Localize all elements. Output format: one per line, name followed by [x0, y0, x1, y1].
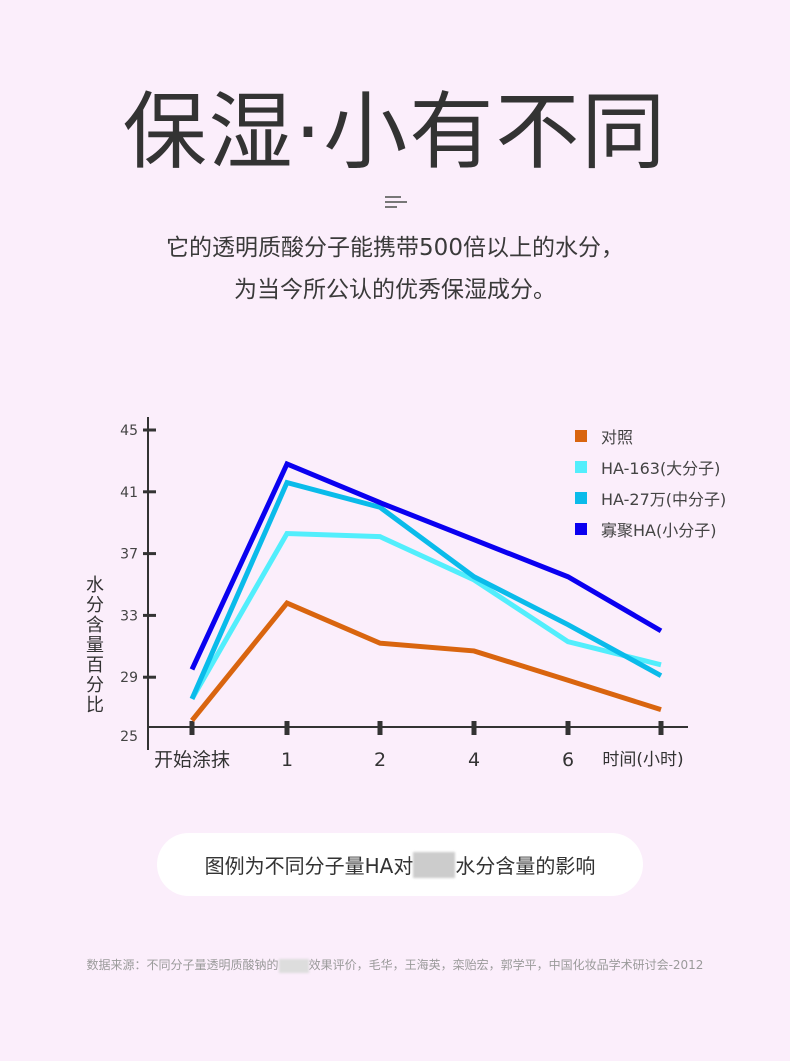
caption-text-before: 图例为不同分子量HA对 [204, 854, 414, 878]
y-tick-label: 29 [120, 670, 138, 686]
y-axis-label: 水分含量百分比 [86, 575, 104, 716]
series-line [189, 479, 663, 700]
legend-swatch [575, 522, 587, 535]
x-tick-label: 4 [468, 749, 480, 771]
x-tick-label: 6 [562, 749, 574, 771]
subtitle-line-2: 为当今所公认的优秀保湿成分。 [234, 277, 556, 303]
y-tick-label: 45 [120, 423, 138, 439]
menu-lines-icon [385, 196, 407, 208]
legend-swatch [575, 491, 587, 504]
page-title: 保湿·小有不同 [122, 83, 668, 181]
legend-item: HA-163(大分子) [575, 451, 726, 482]
subtitle-line-1: 它的透明质酸分子能携带500倍以上的水分， [166, 235, 624, 261]
chart-caption: 图例为不同分子量HA对 水分含量的影响 [157, 833, 643, 896]
redacted-block [278, 958, 309, 973]
legend-label: 对照 [601, 427, 634, 447]
x-tick-label: 1 [281, 749, 293, 771]
x-tick [565, 721, 571, 735]
y-tick-label: 25 [120, 729, 138, 745]
series-line [189, 530, 662, 701]
footnote-before: 数据来源：不同分子量透明质酸钠的 [86, 958, 279, 972]
x-tick [658, 721, 664, 735]
redacted-block [413, 851, 456, 878]
x-axis-label: 时间(小时) [602, 750, 683, 770]
x-tick-label: 2 [374, 749, 386, 771]
series-line [189, 460, 663, 671]
x-tick-label: 开始涂抹 [154, 749, 230, 771]
y-tick-label: 41 [120, 485, 138, 501]
legend-label: HA-163(大分子) [601, 458, 721, 478]
footnote-after: 效果评价，毛华，王海英，栾贻宏，郭学平，中国化妆品学术研讨会-2012 [308, 958, 704, 972]
legend-label: 寡聚HA(小分子) [601, 520, 717, 540]
line-chart: 25 29 33 37 41 45 开始涂抹 1 2 4 6 时间(小时) [120, 417, 688, 771]
x-tick [471, 721, 477, 735]
legend-item: 寡聚HA(小分子) [575, 513, 726, 544]
x-tick [284, 721, 290, 735]
x-tick [377, 721, 383, 735]
legend-item: 对照 [575, 420, 726, 451]
source-footnote: 数据来源：不同分子量透明质酸钠的 效果评价，毛华，王海英，栾贻宏，郭学平，中国化妆… [0, 956, 790, 973]
legend-swatch [575, 460, 587, 473]
legend-label: HA-27万(中分子) [601, 489, 727, 509]
series-line [190, 599, 662, 723]
caption-text-after: 水分含量的影响 [455, 854, 596, 878]
y-tick-label: 33 [120, 608, 138, 624]
chart-legend: 对照 HA-163(大分子) HA-27万(中分子) 寡聚HA(小分子) [575, 420, 726, 544]
x-tick [189, 721, 195, 735]
legend-item: HA-27万(中分子) [575, 482, 726, 513]
legend-swatch [575, 429, 587, 442]
y-tick-label: 37 [120, 547, 138, 563]
